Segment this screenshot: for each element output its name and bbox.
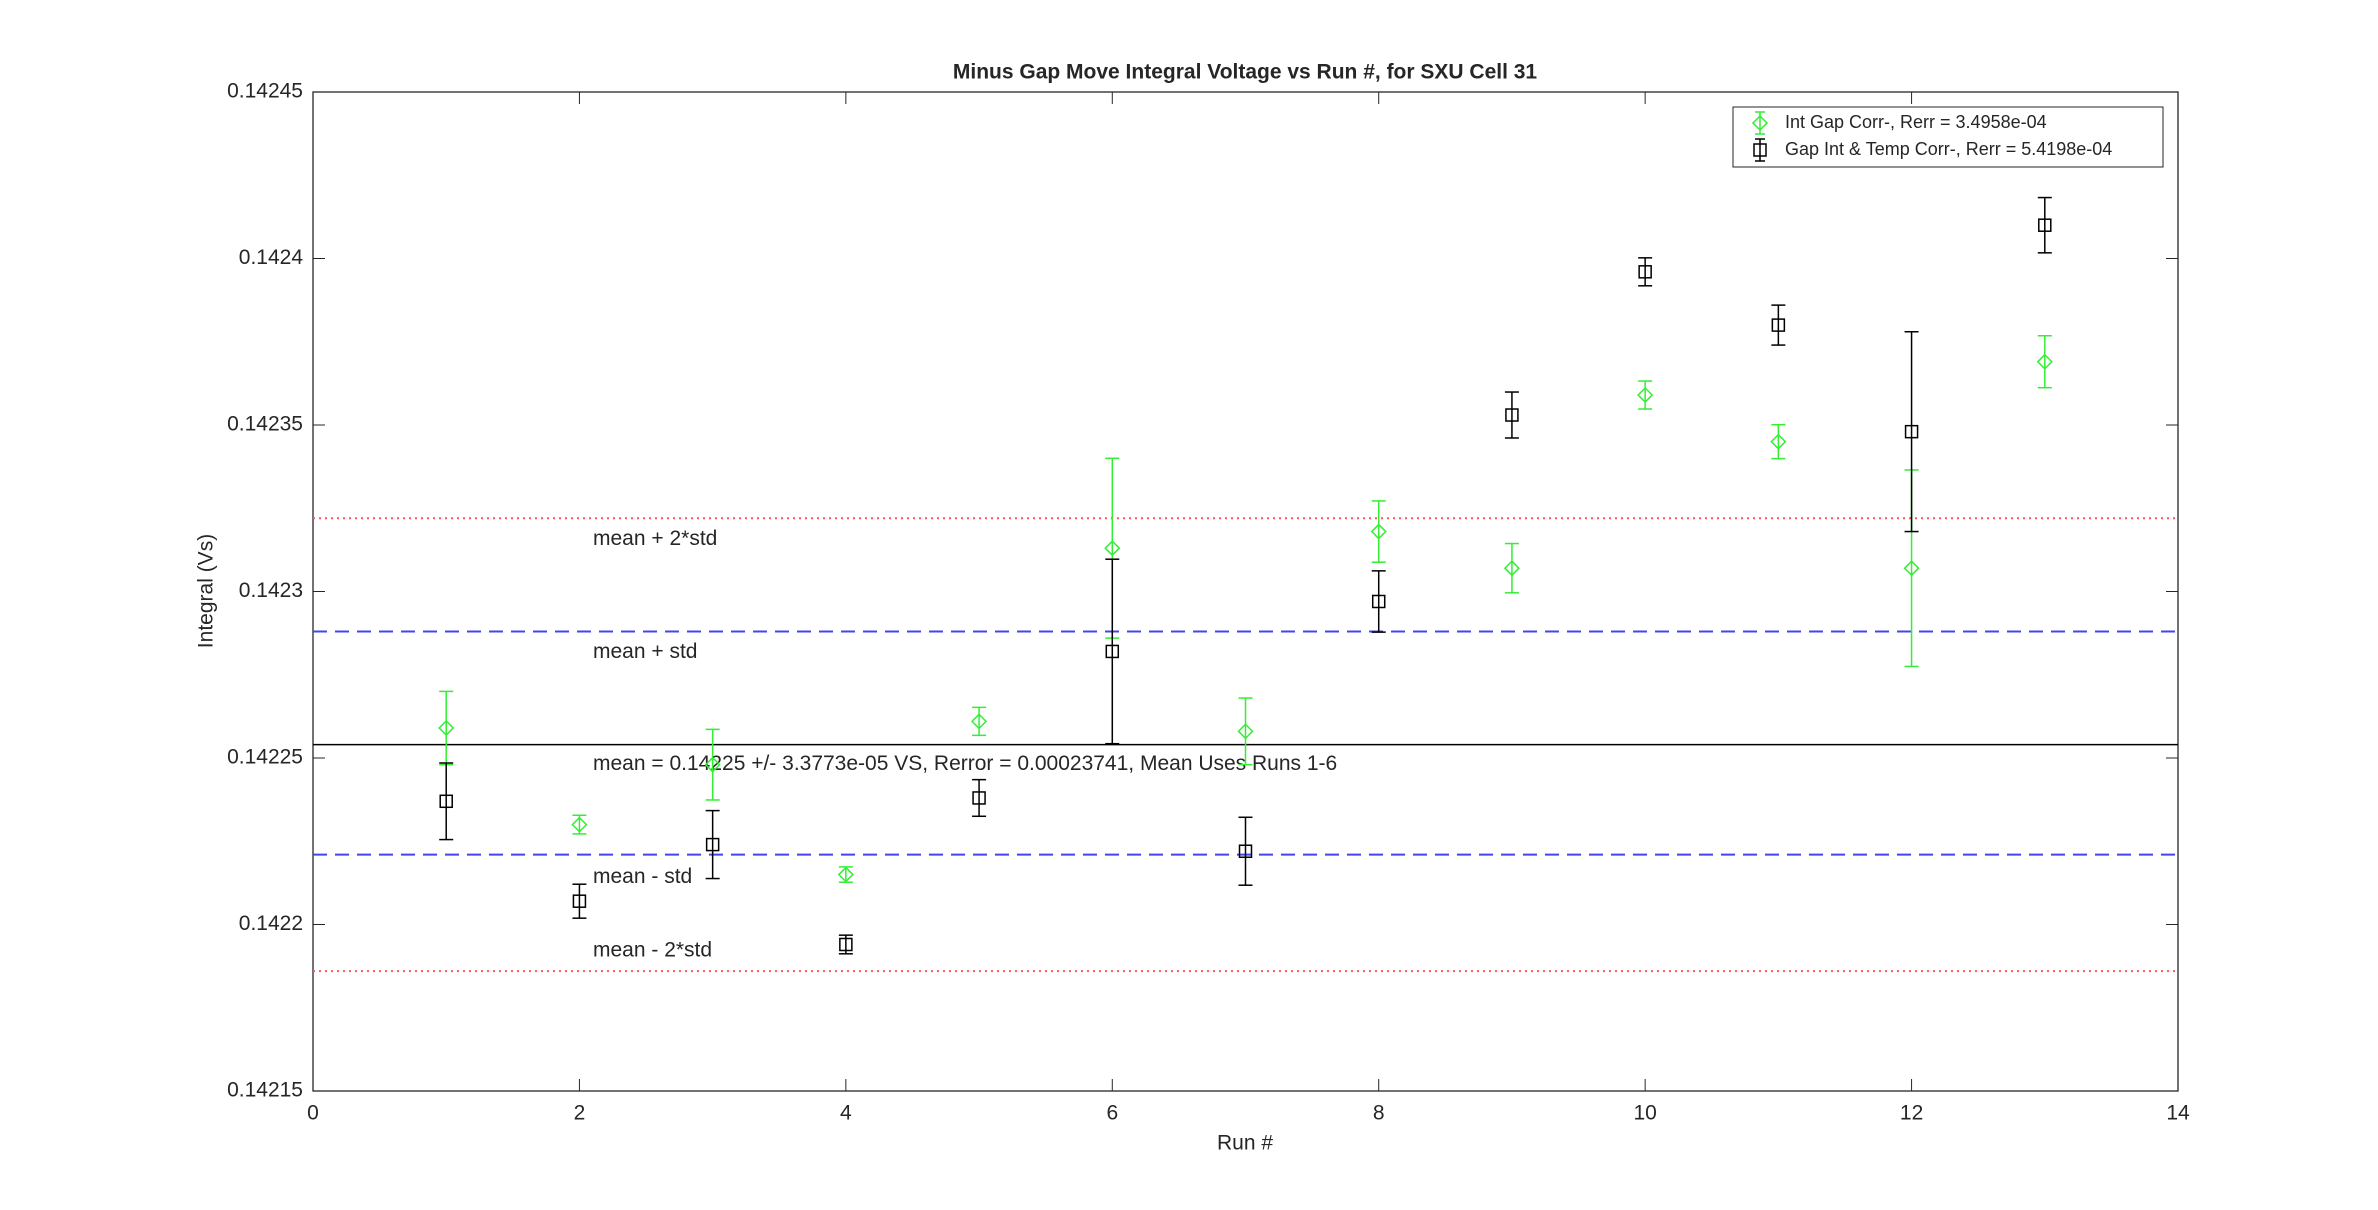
- marker: [1105, 644, 1120, 659]
- marker: [1371, 594, 1386, 609]
- marker: [438, 719, 455, 737]
- marker: [1503, 560, 1520, 577]
- marker: [1771, 318, 1786, 332]
- marker: [972, 791, 986, 805]
- marker: [2038, 218, 2052, 232]
- legend-marker: [1751, 114, 1769, 132]
- y-tick-label: 0.1424: [239, 246, 304, 269]
- y-tick-label: 0.14235: [227, 413, 303, 436]
- marker: [839, 937, 853, 952]
- x-tick-label: 0: [307, 1102, 319, 1125]
- x-tick-label: 12: [1900, 1102, 1923, 1125]
- x-tick-label: 4: [840, 1102, 852, 1125]
- y-tick-label: 0.1423: [239, 579, 303, 602]
- series: [438, 335, 2053, 883]
- marker: [439, 794, 453, 809]
- y-tick-label: 0.1422: [239, 912, 303, 935]
- x-tick-label: 2: [574, 1102, 586, 1125]
- marker: [571, 816, 588, 833]
- y-tick-label: 0.14225: [227, 746, 303, 769]
- legend-label: Int Gap Corr-, Rerr = 3.4958e-04: [1785, 112, 2047, 132]
- legend-label: Gap Int & Temp Corr-, Rerr = 5.4198e-04: [1785, 139, 2112, 159]
- x-tick-label: 8: [1373, 1102, 1385, 1125]
- marker: [705, 837, 720, 852]
- chart-title: Minus Gap Move Integral Voltage vs Run #…: [953, 61, 1538, 84]
- x-tick-label: 6: [1106, 1102, 1118, 1125]
- reference-label: mean + 2*std: [593, 527, 717, 550]
- x-tick-label: 14: [2166, 1102, 2190, 1125]
- marker: [971, 713, 988, 730]
- marker: [837, 866, 854, 883]
- legend-marker: [1753, 143, 1767, 157]
- marker: [1637, 386, 1654, 404]
- reference-label: mean = 0.14225 +/- 3.3773e-05 VS, Rerror…: [593, 752, 1337, 775]
- marker: [572, 894, 587, 908]
- marker: [1238, 844, 1253, 858]
- reference-label: mean - 2*std: [593, 939, 712, 962]
- series: [439, 196, 2052, 955]
- x-axis-label: Run #: [1217, 1132, 1273, 1155]
- marker: [2036, 353, 2053, 370]
- y-tick-label: 0.14245: [227, 80, 303, 103]
- x-tick-label: 10: [1633, 1102, 1656, 1125]
- marker: [1505, 408, 1519, 422]
- y-tick-label: 0.14215: [227, 1079, 303, 1102]
- reference-label: mean + std: [593, 640, 697, 663]
- marker: [704, 756, 721, 773]
- y-axis-label: Integral (Vs): [195, 534, 218, 648]
- marker: [1104, 540, 1121, 557]
- marker: [1638, 265, 1652, 279]
- reference-label: mean - std: [593, 865, 692, 888]
- marker: [1770, 433, 1787, 450]
- marker: [1370, 523, 1387, 540]
- marker: [1903, 560, 1920, 577]
- marker: [1237, 723, 1254, 740]
- marker: [1904, 424, 1919, 439]
- legend-box: [1732, 106, 2164, 168]
